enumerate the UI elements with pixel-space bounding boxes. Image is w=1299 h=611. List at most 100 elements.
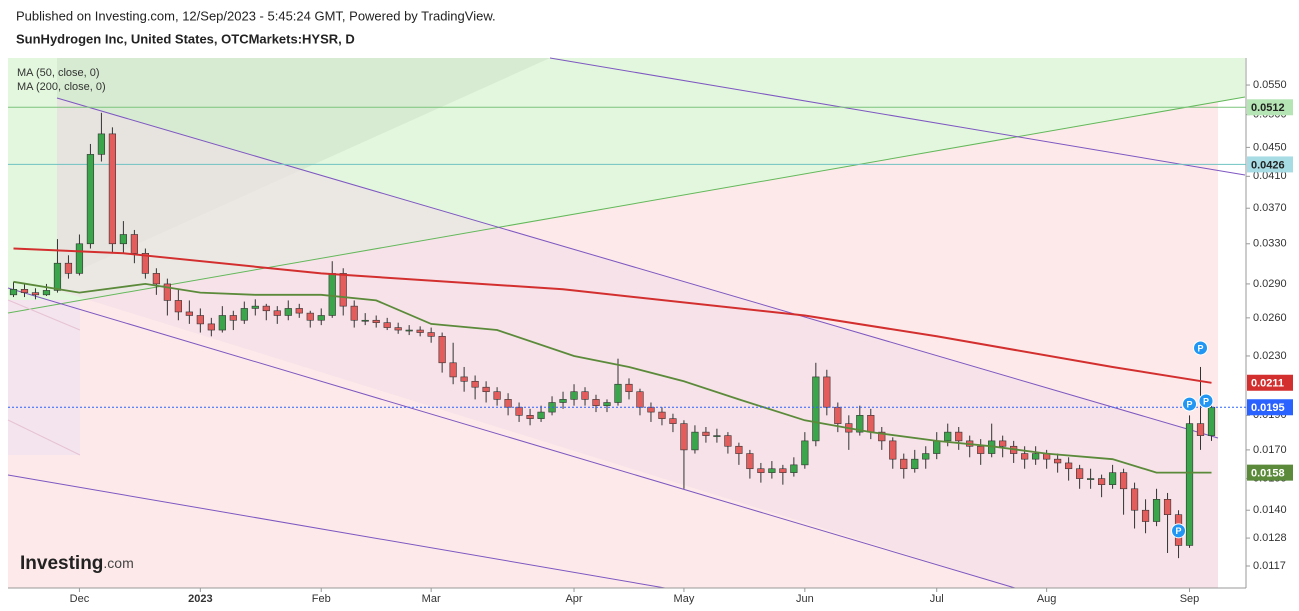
candle-body [856,415,864,433]
trend-line [7,96,1246,314]
price-badge [1247,374,1293,391]
candle-body [889,440,897,460]
candle-body [97,133,106,155]
box-line [7,419,81,456]
channel-line [7,287,1016,589]
annotation-label: P [1176,526,1182,536]
candle-body [680,423,688,451]
y-tick-label: 0.0170 [1253,444,1287,456]
candle-body [735,445,743,454]
candle-body [1152,499,1161,522]
candle-body [295,308,303,314]
ma-line [13,280,1212,474]
candle-body [537,411,545,419]
y-tick-label: 0.0450 [1253,141,1287,153]
logo-name: Investing [20,553,103,574]
candle-body [449,362,457,378]
candle-body [240,308,248,321]
candle-body [394,327,402,331]
candle-body [361,319,369,322]
candle-body [1185,423,1194,546]
x-tick-label: Sep [1180,593,1200,605]
candle-body [812,376,820,442]
candle-body [592,399,600,406]
candle-body [185,311,193,316]
candle-body [933,440,941,454]
candle-body [922,453,930,460]
candle-body [317,315,325,321]
candle-body [86,154,95,245]
candle-body [999,440,1007,447]
candle-body [64,262,73,274]
candle-body [955,431,963,442]
x-tick-label: Aug [1037,593,1057,605]
channel-line [56,97,1219,439]
price-badge-label: 0.0426 [1251,159,1285,171]
candle-body [647,406,655,413]
y-tick-label: 0.0140 [1253,504,1287,516]
candle-body [262,305,270,312]
candle-body [691,431,699,451]
candle-body [383,322,391,328]
candle-body [1108,472,1117,485]
legend-entry: MA (200, close, 0) [17,81,106,93]
candle-body [1076,468,1084,479]
price-badge [1247,399,1293,416]
y-tick-label: 0.0410 [1253,170,1287,182]
candle-body [471,380,479,388]
candle-body [603,402,611,406]
box-line [7,299,81,331]
price-badge [1247,156,1293,173]
y-tick-label: 0.0230 [1253,350,1287,362]
y-tick-label: 0.0550 [1253,79,1287,91]
candle-body [119,234,128,245]
candle-body [1163,499,1172,515]
candle-body [977,445,985,454]
candle-body [702,431,710,436]
channel-line [549,57,1246,176]
left-box [8,300,80,455]
x-tick-label: Feb [312,593,331,605]
candle-body [724,435,732,447]
candle-body [1207,406,1216,436]
candle-body [284,308,292,316]
x-tick-label: Dec [70,593,90,605]
candle-body [801,440,809,466]
candle-body [581,391,589,400]
candle-body [108,133,117,245]
candle-body [53,262,62,291]
candle-body [1032,453,1040,460]
candle-body [636,391,644,408]
legend-entry: MA (50, close, 0) [17,67,100,79]
candle-body [1097,478,1106,485]
channel-line [7,474,666,589]
annotation-marker [1182,396,1198,412]
x-tick-label: Apr [565,593,582,605]
price-badge-label: 0.0158 [1251,468,1285,480]
candle-body [31,292,40,296]
candle-body [152,273,160,285]
candle-body [339,273,347,307]
candle-body [350,305,358,321]
candle-body [515,406,523,416]
annotation-label: P [1198,343,1204,353]
annotation-marker [1193,340,1209,356]
channel-shade [57,98,1218,588]
candle-body [504,399,512,408]
logo: Investing.com [20,553,134,574]
candle-body [405,329,413,332]
candle-body [1021,453,1029,460]
y-tick-label: 0.0128 [1253,532,1287,544]
candle-body [1054,458,1062,464]
candle-body [196,315,204,325]
candle-body [526,415,534,419]
candle-body [207,323,215,331]
candle-body [823,376,831,408]
price-badge-label: 0.0211 [1251,378,1284,390]
candle-body [713,435,721,437]
candle-body [42,290,51,296]
candle-body [746,453,754,470]
price-badge [1247,99,1293,116]
candle-body [625,383,633,393]
